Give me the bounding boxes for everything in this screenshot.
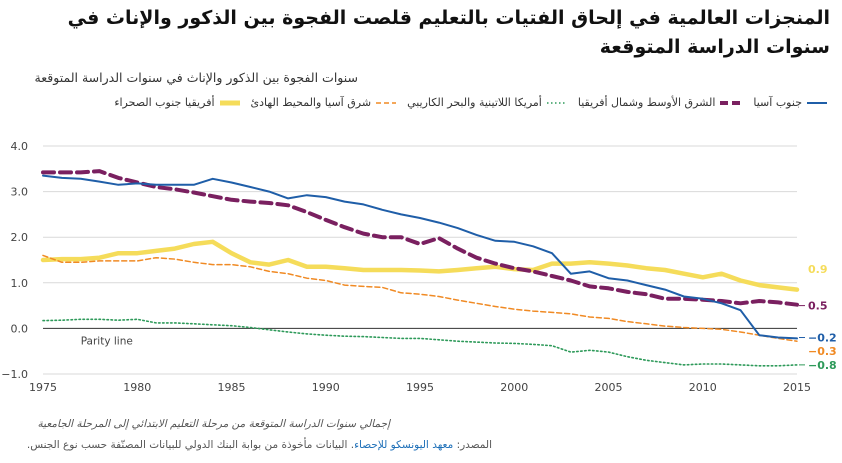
legend-item-mena: الشرق الأوسط وشمال أفريقيا	[578, 96, 744, 109]
x-tick-label: 1985	[218, 381, 246, 394]
series-line-4	[40, 239, 800, 292]
y-tick-label: 2.0	[11, 231, 29, 244]
x-tick-label: 2000	[500, 381, 528, 394]
legend-swatch-mena	[720, 100, 743, 105]
series-line-0	[42, 174, 798, 340]
legend-label-south-asia: جنوب آسيا	[753, 96, 802, 109]
legend-swatch-latin-america	[546, 101, 567, 104]
source-prefix: المصدر:	[456, 439, 492, 451]
end-label-0: −0.2	[808, 332, 837, 345]
chart-note: إجمالي سنوات الدراسة المتوقعة من مرحلة ا…	[37, 418, 390, 430]
parity-line-label: Parity line	[81, 335, 133, 347]
y-tick-label: 1.0	[11, 277, 29, 290]
y-tick-label: 3.0	[11, 186, 29, 199]
source-suffix: . البيانات مأخوذة من بوابة البنك الدولي …	[26, 439, 355, 451]
chart-title: المنجزات العالمية في إلحاق الفتيات بالتع…	[67, 7, 830, 58]
y-tick-label: 4.0	[11, 140, 29, 153]
chart-legend: جنوب آسيا الشرق الأوسط وشمال أفريقيا أمر…	[114, 96, 828, 109]
legend-label-latin-america: أمريكا اللاتينية والبحر الكاريبي	[407, 96, 542, 109]
legend-item-east-asia: شرق آسيا والمحيط الهادئ	[251, 96, 398, 109]
x-tick-label: 1980	[123, 381, 151, 394]
y-tick-label: −1.0	[1, 368, 28, 381]
series-line-1	[41, 169, 799, 307]
x-tick-label: 2005	[595, 381, 623, 394]
end-label-4: 0.9	[808, 263, 828, 276]
legend-item-south-asia: جنوب آسيا	[753, 96, 828, 109]
y-tick-label: 0.0	[11, 322, 29, 335]
x-tick-label: 1975	[29, 381, 57, 394]
chart-subtitle: سنوات الفجوة بين الذكور والإناث في سنوات…	[34, 70, 358, 85]
legend-swatch-sub-saharan	[219, 100, 240, 105]
legend-label-sub-saharan: أفريقيا جنوب الصحراء	[114, 96, 215, 109]
legend-swatch-east-asia	[376, 101, 397, 104]
legend-item-sub-saharan: أفريقيا جنوب الصحراء	[114, 96, 240, 109]
x-tick-label: 2015	[783, 381, 811, 394]
legend-swatch-south-asia	[807, 101, 827, 104]
x-tick-label: 1990	[312, 381, 340, 394]
legend-label-east-asia: شرق آسيا والمحيط الهادئ	[250, 96, 372, 109]
legend-item-latin-america: أمريكا اللاتينية والبحر الكاريبي	[407, 96, 568, 109]
end-label-2: −0.8	[808, 359, 837, 372]
legend-label-mena: الشرق الأوسط وشمال أفريقيا	[577, 96, 716, 109]
source-link[interactable]: معهد اليونسكو للإحصاء	[354, 439, 454, 451]
chart-source: المصدر: معهد اليونسكو للإحصاء. البيانات …	[27, 439, 492, 451]
end-label-3: −0.3	[808, 345, 837, 358]
end-label-1: 0.5	[808, 300, 828, 313]
series-line-3	[42, 254, 798, 342]
series-line-2	[42, 318, 798, 367]
x-tick-label: 2010	[689, 381, 717, 394]
x-tick-label: 1995	[406, 381, 434, 394]
